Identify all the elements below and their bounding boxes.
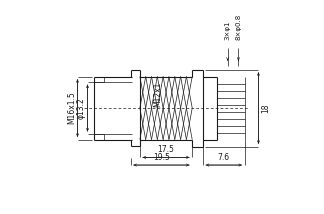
Text: M16x1.5: M16x1.5 — [67, 92, 76, 125]
Text: 18: 18 — [261, 103, 270, 113]
Text: 17.5: 17.5 — [157, 144, 175, 153]
Text: φ13.2: φ13.2 — [77, 97, 86, 119]
Text: 3×φ1: 3×φ1 — [225, 21, 231, 40]
Text: 8×φ0.8: 8×φ0.8 — [236, 14, 241, 40]
Text: M12x1: M12x1 — [154, 82, 163, 107]
Text: 19.5: 19.5 — [153, 153, 170, 162]
Text: 7.6: 7.6 — [218, 153, 230, 162]
